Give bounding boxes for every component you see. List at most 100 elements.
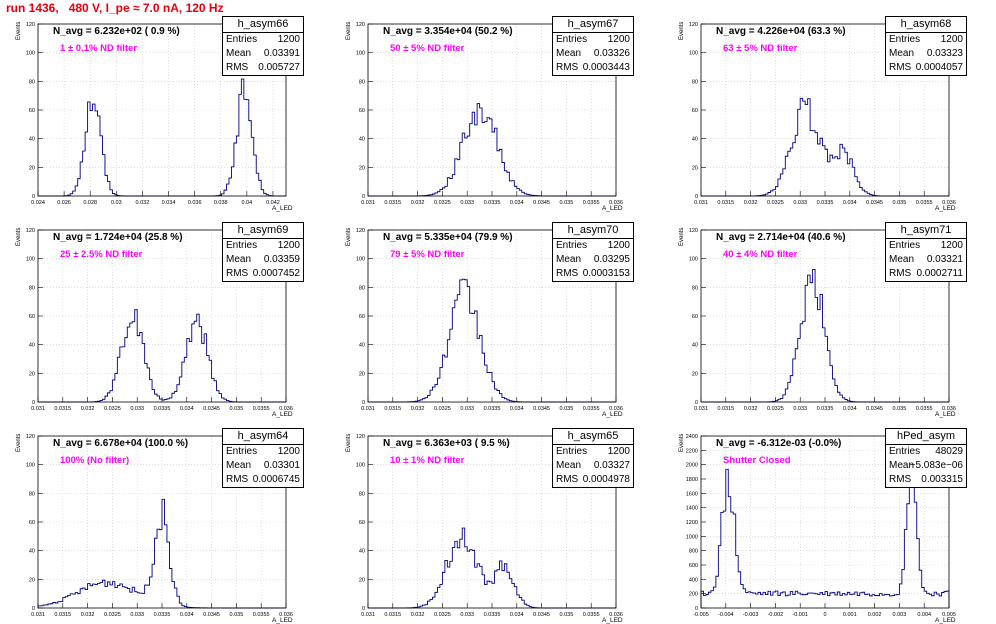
stats-entries-key: Entries (226, 445, 257, 459)
x-tick-label: 0.035 (230, 406, 244, 412)
histogram-bar (761, 595, 763, 608)
y-axis-label: Events (346, 22, 352, 40)
stats-mean-key: Mean (556, 253, 581, 267)
histogram-name: hPed_asym (886, 429, 966, 445)
y-tick-label: 0 (362, 194, 365, 200)
histogram-bar (73, 594, 75, 608)
y-tick-label: 1200 (686, 520, 698, 526)
histogram-bar (477, 564, 479, 608)
y-tick-label: 2400 (686, 434, 698, 440)
n-avg-label: N_avg = 4.226e+04 (63.3 %) (716, 26, 846, 37)
histogram-bar (130, 323, 132, 402)
stats-entries-key: Entries (889, 445, 920, 459)
y-axis-label: Events (16, 228, 22, 246)
y-tick-label: 100 (689, 51, 698, 57)
x-tick-label: 0.034 (180, 406, 194, 412)
histogram-bar (504, 171, 506, 196)
x-tick-label: 0.031 (361, 612, 375, 618)
histogram-bar (800, 594, 802, 608)
stats-rms-key: RMS (889, 473, 911, 487)
y-tick-label: 120 (26, 228, 35, 234)
x-tick-label: 0.0345 (533, 406, 550, 412)
histogram-outline (701, 269, 949, 402)
x-tick-label: 0.032 (411, 200, 425, 206)
stats-mean-key: Mean (889, 253, 914, 267)
stats-rms-key: RMS (226, 61, 248, 75)
stats-entries-key: Entries (556, 445, 587, 459)
x-tick-label: 0.035 (560, 406, 574, 412)
histogram-bar (184, 357, 186, 402)
histogram-bar (837, 159, 839, 196)
y-tick-label: 80 (359, 491, 365, 497)
histogram-bar (897, 594, 899, 608)
histogram-name: h_asym69 (223, 223, 303, 239)
x-axis-label: A_LED (272, 205, 293, 212)
histogram-bar (460, 539, 462, 608)
histogram-bar (877, 596, 879, 608)
histogram-bar (885, 595, 887, 608)
y-tick-label: 0 (695, 400, 698, 406)
x-tick-label: 0.0345 (866, 406, 883, 412)
histogram-bar (492, 583, 494, 608)
y-tick-label: 100 (26, 463, 35, 469)
stats-rms-value: 0.0004978 (583, 473, 630, 487)
histogram-bar (892, 596, 894, 608)
run-title: run 1436, 480 V, I_pe ≈ 7.0 nA, 120 Hz (6, 1, 224, 15)
histogram-bar (497, 570, 499, 608)
histogram-bar (482, 122, 484, 196)
x-tick-label: 0.0315 (384, 406, 401, 412)
y-tick-label: 80 (359, 285, 365, 291)
histogram-bar (803, 101, 805, 196)
stats-rms-key: RMS (889, 61, 911, 75)
x-tick-label: 0.0315 (54, 612, 71, 618)
x-tick-label: 0.0315 (384, 200, 401, 206)
histogram-bar (450, 179, 452, 196)
y-tick-label: 40 (29, 343, 35, 349)
stats-mean-value: 0.03391 (264, 47, 300, 61)
histogram-bar (68, 595, 70, 608)
stats-mean-key: Mean (226, 459, 251, 473)
histogram-bar (477, 338, 479, 402)
stats-entries-value: 1200 (941, 239, 963, 253)
histogram-bar (803, 321, 805, 402)
y-tick-label: 100 (356, 51, 365, 57)
histogram-bar (808, 593, 810, 608)
histogram-bar (887, 594, 889, 608)
x-tick-label: 0.0315 (54, 406, 71, 412)
x-tick-label: 0.035 (893, 406, 907, 412)
histogram-bar (125, 587, 127, 608)
histogram-bar (487, 118, 489, 196)
y-tick-label: 80 (29, 285, 35, 291)
x-tick-label: 0.033 (130, 406, 144, 412)
y-tick-label: 40 (29, 549, 35, 555)
histogram-name: h_asym68 (886, 17, 966, 33)
histogram-bar (460, 280, 462, 402)
histogram-bar (497, 151, 499, 196)
x-tick-label: 0.0335 (484, 200, 501, 206)
histogram-bar (457, 160, 459, 196)
x-tick-label: 0.032 (136, 200, 150, 206)
histogram-bar (142, 593, 144, 608)
histogram-bar (475, 125, 477, 196)
y-tick-label: 0 (32, 606, 35, 612)
x-tick-label: 0.034 (510, 612, 524, 618)
stats-rms-key: RMS (226, 267, 248, 281)
y-tick-label: 40 (359, 137, 365, 143)
n-avg-label: N_avg = 2.714e+04 (40.6 %) (716, 232, 846, 243)
histogram-bar (788, 151, 790, 196)
histogram-bar (793, 143, 795, 196)
n-avg-label: N_avg = 6.232e+02 ( 0.9 %) (53, 26, 180, 37)
histogram-bar (818, 594, 820, 608)
histogram-bar (728, 497, 730, 608)
y-axis-label: Events (679, 228, 685, 246)
x-tick-label: -0.002 (768, 612, 784, 618)
y-tick-label: 80 (692, 285, 698, 291)
y-tick-label: 20 (29, 577, 35, 583)
